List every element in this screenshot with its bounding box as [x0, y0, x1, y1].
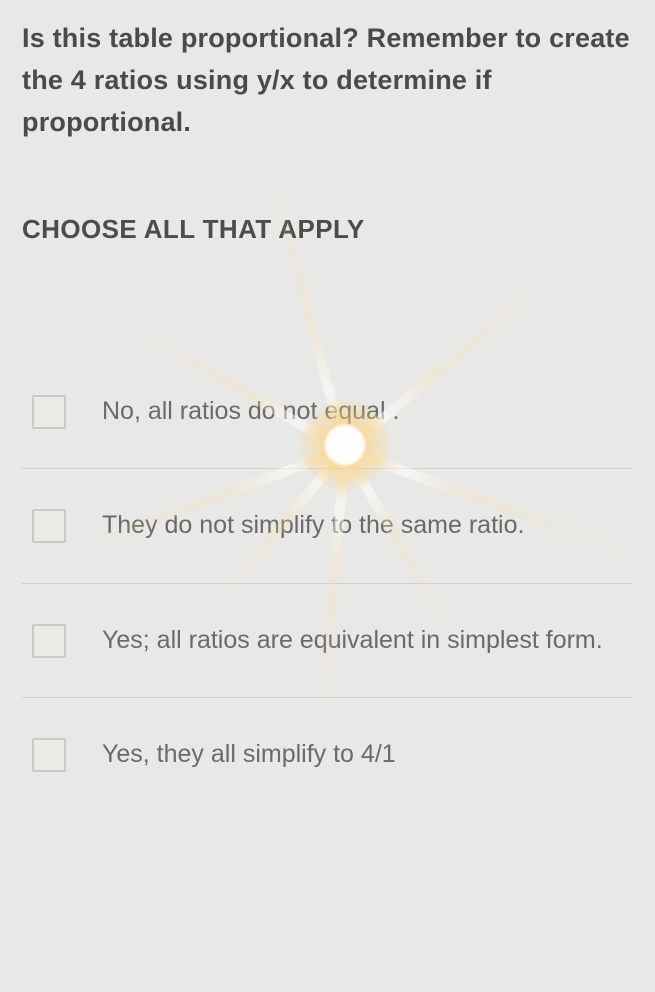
option-label: No, all ratios do not equal .	[102, 393, 399, 431]
checkbox[interactable]	[32, 738, 66, 772]
checkbox[interactable]	[32, 509, 66, 543]
option-row[interactable]: Yes; all ratios are equivalent in simple…	[22, 584, 633, 699]
option-row[interactable]: No, all ratios do not equal .	[22, 355, 633, 470]
option-label: Yes; all ratios are equivalent in simple…	[102, 622, 603, 660]
checkbox[interactable]	[32, 395, 66, 429]
option-row[interactable]: They do not simplify to the same ratio.	[22, 469, 633, 584]
option-row[interactable]: Yes, they all simplify to 4/1	[22, 698, 633, 812]
option-label: Yes, they all simplify to 4/1	[102, 736, 396, 774]
option-label: They do not simplify to the same ratio.	[102, 507, 524, 545]
quiz-page: Is this table proportional? Remember to …	[0, 0, 655, 992]
options-list: No, all ratios do not equal . They do no…	[22, 355, 633, 812]
question-text: Is this table proportional? Remember to …	[22, 18, 633, 144]
checkbox[interactable]	[32, 624, 66, 658]
instruction-text: CHOOSE ALL THAT APPLY	[22, 214, 633, 245]
